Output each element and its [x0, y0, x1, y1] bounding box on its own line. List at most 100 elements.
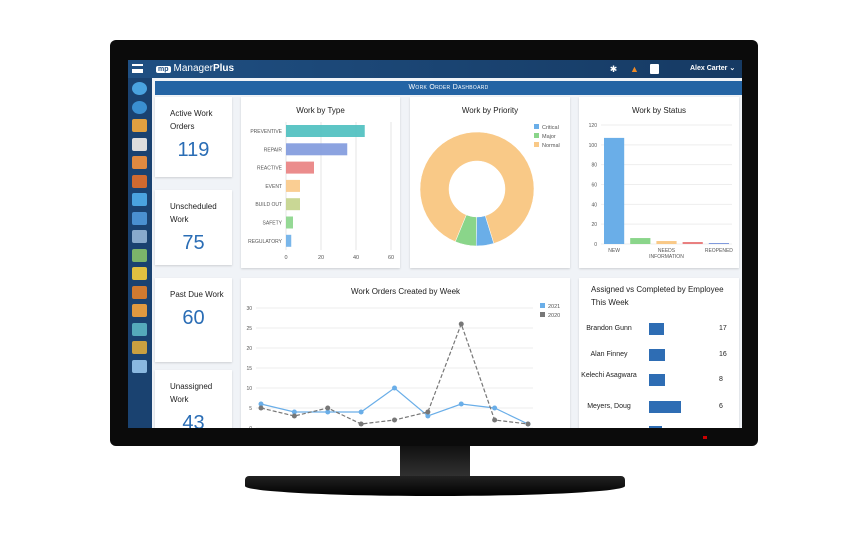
legend-swatch	[534, 142, 539, 147]
globe-icon[interactable]	[132, 100, 147, 114]
bar	[649, 323, 664, 335]
x-tick-label: NEW	[608, 248, 620, 254]
cart-icon[interactable]	[132, 211, 147, 225]
y-tick-label: 100	[589, 143, 598, 149]
bar	[656, 241, 677, 244]
bar	[604, 137, 625, 244]
work-by-status-card: Work by Status 0 20 40 60 80 100 120 NEW NEEDS INF…	[579, 97, 739, 268]
page-title: Work Order Dashboard	[155, 81, 742, 95]
y-tick-label: 120	[589, 123, 598, 129]
work-orders-by-week-chart: 0 5 10 15 20 25 30 2021 2020	[246, 303, 560, 428]
legend-label: Normal	[542, 143, 560, 149]
category-label: SAFETY	[263, 221, 283, 227]
bar	[708, 243, 729, 244]
building-icon[interactable]	[132, 230, 147, 243]
donut-slice	[419, 131, 535, 244]
data-point	[291, 409, 297, 415]
x-tick-label: REOPENED	[705, 248, 733, 254]
screen: mp ManagerPlus ✱ ▲ Alex Carter ⌄ Work Ord…	[128, 60, 742, 428]
x-tick-label: NEEDS	[658, 248, 676, 254]
checklist-icon[interactable]	[132, 137, 147, 151]
y-tick-label: 30	[246, 306, 252, 312]
users-icon[interactable]	[132, 341, 147, 354]
kpi-card-unscheduled[interactable]: Unscheduled Work 75	[155, 190, 232, 265]
y-tick-label: 80	[591, 163, 597, 169]
work-by-type-chart: 0 20 40 60 PREVENTIVE REPAIR REACTIVE EVENT BUIL…	[248, 122, 394, 261]
employee-name: Alan Finney	[590, 351, 628, 358]
category-label: REGULATORY	[248, 239, 283, 245]
bar	[286, 125, 365, 137]
dashboard-icon[interactable]	[132, 82, 147, 95]
logo[interactable]: mp ManagerPlus	[156, 63, 235, 74]
x-tick-label: 40	[353, 255, 359, 261]
data-point	[325, 409, 331, 415]
y-tick-label: 0	[594, 242, 597, 248]
y-tick-label: 25	[246, 326, 252, 332]
data-point	[358, 409, 364, 415]
map-icon[interactable]	[132, 248, 147, 262]
chat-icon[interactable]	[650, 64, 659, 74]
help-icon[interactable]: ✱	[609, 64, 618, 74]
menu-icon[interactable]	[132, 64, 143, 73]
tools-icon[interactable]	[132, 119, 147, 132]
user-menu[interactable]: Alex Carter ⌄	[690, 65, 736, 72]
power-led	[703, 436, 707, 439]
category-label: BUILD OUT	[255, 202, 282, 208]
data-point	[425, 413, 431, 419]
send-icon[interactable]	[132, 193, 147, 206]
kpi-card-unassigned[interactable]: Unassigned Work 43	[155, 370, 232, 428]
x-tick-label: 0	[284, 255, 287, 261]
data-point	[325, 405, 331, 411]
category-label: EVENT	[265, 184, 282, 190]
kpi-card-past-due[interactable]: Past Due Work 60	[155, 278, 232, 362]
value-label: 6	[719, 403, 723, 410]
employee-name: Kelechi Asagwara	[581, 372, 637, 379]
value-label: 17	[719, 325, 727, 332]
y-tick-label: 0	[249, 426, 252, 428]
id-card-icon[interactable]	[132, 359, 147, 373]
bell-icon[interactable]: ▲	[630, 64, 639, 74]
bar	[649, 401, 681, 413]
calendar-icon[interactable]	[132, 156, 147, 169]
data-point	[458, 321, 464, 327]
kpi-card-active[interactable]: Active Work Orders 119	[155, 97, 232, 177]
series-line	[260, 322, 529, 425]
legend-swatch	[540, 312, 545, 317]
bar	[286, 198, 300, 211]
bar	[286, 179, 300, 192]
employee-name: Meyers, Doug	[587, 403, 631, 410]
data-point	[458, 401, 464, 407]
y-tick-label: 15	[246, 366, 252, 372]
data-point	[291, 413, 297, 419]
work-by-priority-card: Work by Priority Critical Major Normal	[410, 97, 570, 268]
legend-label: Critical	[542, 125, 559, 131]
data-point	[525, 421, 531, 427]
network-icon[interactable]	[132, 322, 147, 336]
bar	[286, 143, 348, 156]
sidebar	[128, 78, 152, 428]
bar	[630, 238, 651, 244]
data-point	[392, 417, 397, 423]
x-tick-label: 60	[388, 255, 394, 261]
legend-label: 2020	[548, 313, 560, 319]
top-bar: mp ManagerPlus ✱ ▲ Alex Carter ⌄	[128, 60, 742, 78]
data-point	[258, 405, 264, 411]
legend-swatch	[540, 303, 545, 308]
data-point	[492, 417, 498, 423]
bar	[286, 161, 314, 174]
category-label: REACTIVE	[257, 166, 283, 172]
bar	[286, 234, 292, 247]
y-tick-label: 20	[246, 346, 252, 352]
schedule-icon[interactable]	[132, 174, 147, 188]
reports-icon[interactable]	[132, 267, 147, 280]
hand-icon[interactable]	[132, 285, 147, 299]
monitor-stand-base	[245, 476, 625, 496]
data-point	[425, 409, 431, 415]
legend-swatch	[534, 133, 539, 138]
value-label: 16	[719, 351, 727, 358]
x-tick-label: INFORMATION	[649, 254, 684, 260]
y-tick-label: 5	[249, 406, 252, 412]
bar	[649, 374, 665, 386]
gear-icon[interactable]	[132, 304, 147, 317]
